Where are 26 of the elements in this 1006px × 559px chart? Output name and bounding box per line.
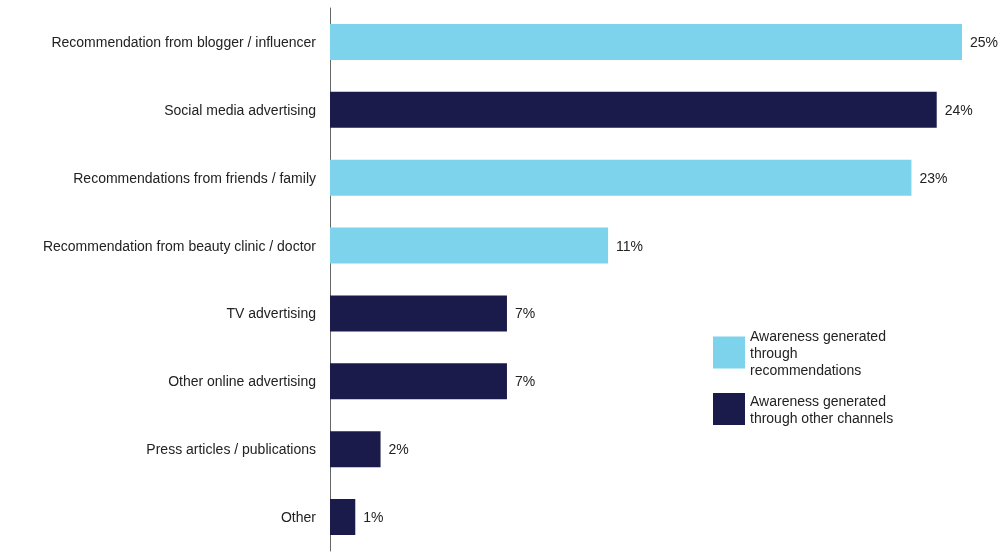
data-label: 23% (919, 169, 948, 186)
y-tick-label: Recommendation from beauty clinic / doctor (42, 237, 317, 254)
y-tick-label: Other (280, 509, 317, 526)
y-tick-label: Press articles / publications (146, 441, 316, 458)
y-tick-label: Recommendation from blogger / influencer (51, 33, 317, 50)
data-label: 2% (388, 441, 409, 458)
data-label: 1% (363, 509, 384, 526)
bar (330, 295, 507, 332)
bar (330, 499, 356, 536)
data-label: 7% (514, 373, 536, 390)
legend-label: Awareness generated through recommendations (750, 327, 890, 378)
bar (330, 159, 912, 196)
bar (330, 91, 937, 128)
bar (330, 227, 609, 264)
data-label: 7% (514, 305, 536, 322)
y-tick-label: Other online advertising (168, 373, 316, 390)
legend-label: Awareness generated through other channels (750, 392, 894, 426)
y-tick-label: TV advertising (226, 305, 316, 322)
bar (330, 23, 962, 60)
data-label: 11% (616, 237, 644, 254)
data-label: 25% (970, 33, 999, 50)
bar (330, 431, 381, 468)
y-tick-label: Social media advertising (164, 101, 316, 118)
bar (330, 363, 507, 400)
data-label: 24% (944, 101, 973, 118)
y-tick-label: Recommendations from friends / family (73, 169, 316, 186)
